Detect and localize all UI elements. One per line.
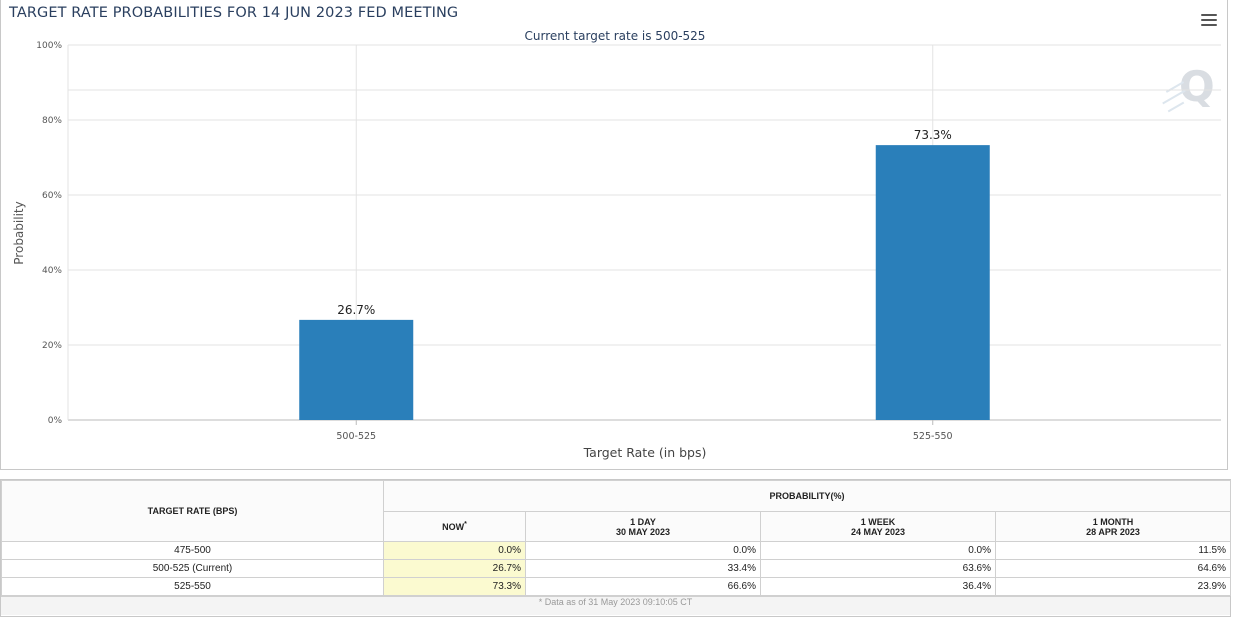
target-rate-cell: 475-500	[1, 541, 384, 560]
y-tick-label: 0%	[48, 416, 63, 426]
probability-cell: 0.0%	[383, 541, 526, 560]
chart-title: TARGET RATE PROBABILITIES FOR 14 JUN 202…	[9, 5, 459, 21]
bar	[875, 145, 990, 420]
probability-cell: 33.4%	[525, 559, 761, 578]
probability-cell: 23.9%	[995, 577, 1231, 596]
column-header-date: 28 APR 2023	[1086, 526, 1140, 537]
target-rate-cell: 500-525 (Current)	[1, 559, 384, 578]
column-header-1: 1 DAY 30 MAY 2023	[525, 511, 761, 542]
bar-data-label: 73.3%	[914, 128, 952, 142]
table-row: 500-525 (Current) 26.7% 33.4% 63.6% 64.6%	[1, 559, 1231, 578]
y-tick-label: 80%	[42, 116, 62, 126]
probability-cell: 0.0%	[525, 541, 761, 560]
column-header-date: 30 MAY 2023	[615, 526, 671, 537]
watermark-logo-icon: Q	[1161, 62, 1221, 122]
probability-cell: 63.6%	[760, 559, 996, 578]
column-header-2: 1 WEEK 24 MAY 2023	[760, 511, 996, 542]
target-rate-header: TARGET RATE (BPS)	[1, 480, 384, 542]
probability-cell: 64.6%	[995, 559, 1231, 578]
target-rate-cell: 525-550	[1, 577, 384, 596]
table-row: 525-550 73.3% 66.6% 36.4% 23.9%	[1, 577, 1231, 596]
y-tick-label: 40%	[42, 266, 62, 276]
y-tick-label: 100%	[36, 41, 62, 51]
probability-header: PROBABILITY(%)	[383, 480, 1231, 512]
y-tick-label: 20%	[42, 341, 62, 351]
bar-chart-plot: 0% 20% 40% 60% 80% 100% 26.7% 500-525 73.3% 525-5…	[36, 41, 1221, 442]
column-header-line1: 1 WEEK	[860, 516, 896, 527]
column-header-0: NOW*	[383, 511, 526, 542]
column-header-line1: NOW	[442, 522, 465, 532]
x-tick-label: 525-550	[913, 431, 953, 442]
x-tick-label: 500-525	[336, 431, 376, 442]
column-header-date: 24 MAY 2023	[850, 526, 906, 537]
probability-cell: 36.4%	[760, 577, 996, 596]
chart-subtitle: Current target rate is 500-525	[524, 29, 706, 43]
column-header-line1: 1 MONTH	[1092, 516, 1134, 527]
probability-cell: 0.0%	[760, 541, 996, 560]
probability-cell: 11.5%	[995, 541, 1231, 560]
data-timestamp-footnote: * Data as of 31 May 2023 09:10:05 CT	[1, 596, 1230, 615]
probability-table-panel: TARGET RATE (BPS) PROBABILITY(%) NOW* 1 D…	[0, 479, 1231, 617]
table-row: 475-500 0.0% 0.0% 0.0% 11.5%	[1, 541, 1231, 560]
asterisk-marker: *	[464, 521, 467, 528]
x-axis-label: Target Rate (in bps)	[583, 445, 707, 460]
probability-table: TARGET RATE (BPS) PROBABILITY(%) NOW* 1 D…	[1, 480, 1231, 596]
probability-cell: 26.7%	[383, 559, 526, 578]
probability-cell: 73.3%	[383, 577, 526, 596]
chart-panel: TARGET RATE PROBABILITIES FOR 14 JUN 202…	[0, 0, 1228, 470]
column-header-3: 1 MONTH 28 APR 2023	[995, 511, 1231, 542]
probability-cell: 66.6%	[525, 577, 761, 596]
y-tick-label: 60%	[42, 191, 62, 201]
bar	[299, 319, 414, 420]
column-header-line1: 1 DAY	[630, 516, 656, 527]
bar-data-label: 26.7%	[337, 303, 375, 317]
hamburger-menu-icon[interactable]	[1201, 14, 1217, 28]
